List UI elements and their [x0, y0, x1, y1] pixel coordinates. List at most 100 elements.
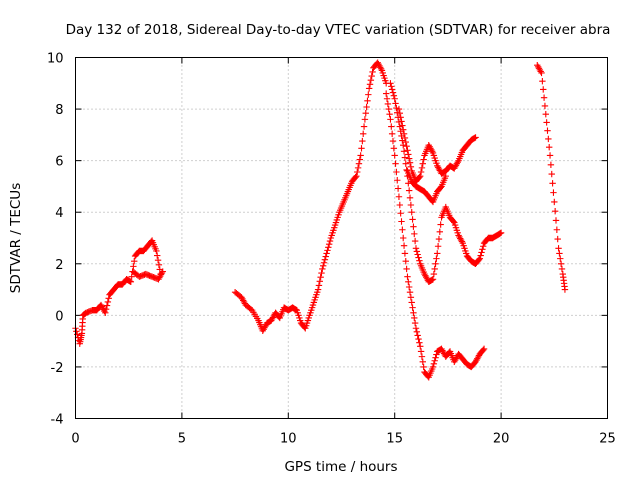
data-point [385, 105, 392, 113]
data-point [540, 94, 548, 101]
data-point [402, 258, 409, 265]
data-point [413, 248, 421, 255]
data-point [403, 143, 410, 150]
data-point [411, 237, 419, 245]
data-point [432, 260, 439, 267]
data-point [353, 172, 360, 180]
data-point [420, 363, 427, 371]
data-point [323, 250, 330, 257]
data-point [405, 278, 412, 286]
data-point [406, 194, 414, 201]
data-point [431, 357, 438, 364]
data-point [411, 230, 418, 238]
data-point [418, 353, 426, 360]
data-point [400, 130, 408, 138]
data-point [558, 265, 566, 273]
data-point [154, 256, 162, 264]
series-segment [387, 80, 505, 286]
data-point [400, 242, 408, 249]
data-point [402, 160, 409, 167]
data-point [355, 160, 363, 167]
data-point [400, 126, 407, 133]
data-point [324, 247, 331, 254]
data-point [396, 201, 404, 209]
data-point [361, 116, 369, 123]
data-point [326, 237, 334, 245]
data-point [365, 85, 373, 92]
data-point [394, 185, 402, 192]
data-point [388, 86, 396, 93]
data-point [480, 243, 487, 250]
data-point [362, 109, 369, 117]
data-point [553, 226, 561, 233]
data-point [430, 360, 438, 368]
data-point [417, 343, 424, 350]
data-point [478, 249, 485, 256]
y-axis-label: SDTVAR / TECUs [8, 183, 24, 293]
data-point [387, 116, 394, 123]
data-point [407, 201, 415, 209]
data-point [406, 288, 414, 296]
data-point [542, 111, 549, 118]
data-point [417, 172, 424, 180]
data-point [377, 65, 385, 73]
data-point [128, 273, 135, 280]
data-point [391, 95, 398, 102]
data-point [399, 226, 406, 233]
data-point [458, 238, 466, 245]
data-point [480, 346, 487, 354]
data-point [420, 156, 427, 163]
data-point [413, 328, 421, 336]
data-point [314, 286, 322, 293]
data-point [396, 109, 404, 117]
x-tick-label: 0 [71, 432, 79, 447]
data-point [358, 145, 365, 152]
data-point [356, 156, 364, 163]
x-tick-label: 25 [599, 432, 616, 447]
data-point [540, 86, 547, 93]
data-point [392, 100, 399, 107]
data-point [408, 299, 415, 306]
data-point [437, 221, 444, 228]
data-point [405, 151, 412, 158]
x-tick-labels: 0 5 10 15 20 25 [71, 432, 615, 447]
data-point [388, 123, 395, 130]
data-point [153, 247, 160, 255]
data-point [318, 269, 325, 277]
data-point [477, 252, 484, 259]
data-point [354, 168, 361, 176]
data-point [434, 250, 441, 257]
data-point [388, 83, 395, 90]
data-point [401, 134, 409, 142]
data-point [354, 164, 362, 172]
data-point [405, 283, 413, 291]
data-point [364, 97, 371, 105]
data-point [366, 81, 374, 88]
data-point [450, 218, 457, 225]
data-point [403, 265, 410, 273]
y-tick-label: 0 [55, 309, 63, 324]
series-segment [129, 268, 166, 283]
data-point [416, 173, 423, 181]
data-marks [72, 59, 569, 381]
data-point [544, 127, 551, 134]
data-point [363, 103, 370, 111]
data-point [317, 273, 324, 281]
data-point [389, 89, 397, 96]
data-point [398, 218, 405, 225]
data-point [409, 304, 416, 311]
data-point [410, 309, 417, 316]
data-point [382, 90, 390, 97]
data-point [545, 144, 553, 151]
data-point [551, 207, 559, 215]
data-point [428, 148, 436, 155]
data-point [407, 163, 415, 171]
data-point [442, 172, 449, 180]
data-point [410, 223, 417, 230]
data-point [411, 319, 419, 327]
data-point [411, 314, 418, 322]
data-point [554, 235, 561, 243]
grid-lines [75, 57, 608, 419]
data-point [102, 309, 109, 316]
x-tick-label: 5 [178, 432, 186, 447]
